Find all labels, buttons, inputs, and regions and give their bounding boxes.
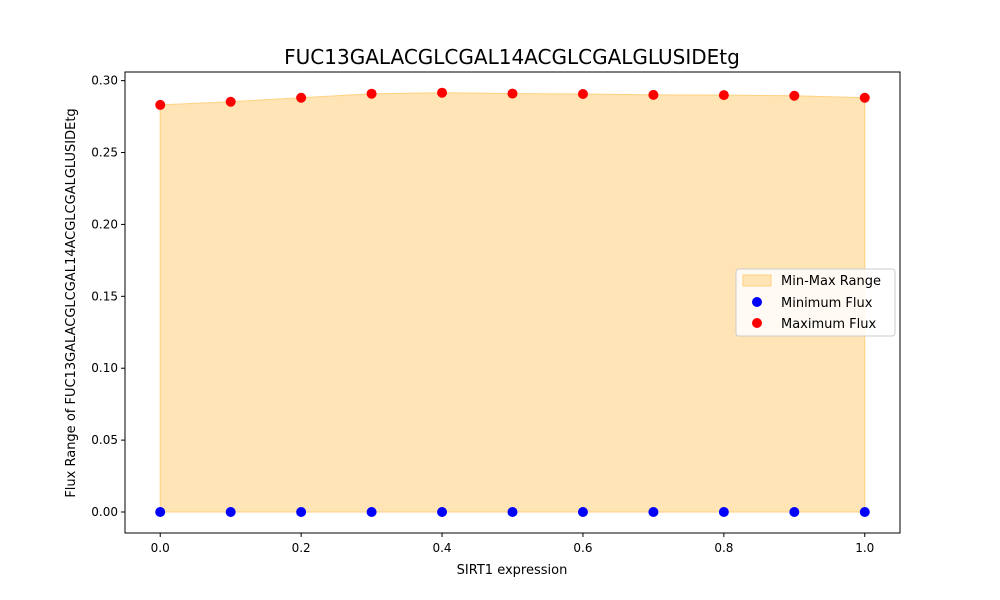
y-tick-label: 0.10 [91, 361, 118, 375]
x-tick-label: 1.0 [855, 541, 874, 555]
min-flux-point [225, 507, 236, 518]
legend-max-marker [752, 318, 762, 328]
x-tick-label: 0.6 [573, 541, 592, 555]
max-flux-point [296, 92, 307, 103]
minimum-flux-series [155, 507, 870, 518]
chart-title: FUC13GALACGLCGAL14ACGLCGALGLUSIDEtg [284, 45, 740, 69]
max-flux-point [225, 96, 236, 107]
max-flux-point [366, 88, 377, 99]
min-flux-point [718, 507, 729, 518]
axes-frame [124, 71, 901, 534]
legend: Min-Max Range Minimum Flux Maximum Flux [735, 268, 896, 337]
y-tick-label: 0.20 [91, 217, 118, 231]
max-flux-point [507, 88, 518, 99]
legend-label-min: Minimum Flux [781, 296, 873, 311]
min-flux-point [577, 507, 588, 518]
maximum-flux-series [155, 87, 870, 110]
max-flux-point [859, 92, 870, 103]
min-flux-point [507, 507, 518, 518]
min-flux-point [859, 507, 870, 518]
min-flux-point [789, 507, 800, 518]
max-flux-point [155, 99, 166, 110]
max-flux-point [789, 90, 800, 101]
y-axis-ticks: 0.00 0.05 0.10 0.15 0.20 0.25 0.30 [91, 74, 125, 519]
legend-fill-swatch [742, 274, 772, 287]
x-axis-label: SIRT1 expression [457, 563, 568, 578]
legend-label-range: Min-Max Range [781, 274, 881, 289]
x-tick-label: 0.0 [151, 541, 170, 555]
x-tick-label: 0.4 [432, 541, 451, 555]
min-flux-point [296, 507, 307, 518]
y-axis-label: Flux Range of FUC13GALACGLCGAL14ACGLCGAL… [64, 108, 79, 497]
y-tick-label: 0.25 [91, 146, 118, 160]
x-tick-label: 0.8 [714, 541, 733, 555]
max-flux-point [437, 87, 448, 98]
legend-min-marker [752, 297, 762, 307]
max-flux-point [648, 89, 659, 100]
min-flux-point [155, 507, 166, 518]
max-flux-point [718, 90, 729, 101]
plot-area [124, 71, 901, 534]
legend-label-max: Maximum Flux [781, 317, 877, 332]
min-flux-point [437, 507, 448, 518]
y-tick-label: 0.30 [91, 74, 118, 88]
y-tick-label: 0.00 [91, 505, 118, 519]
legend-box [735, 268, 896, 337]
y-tick-label: 0.15 [91, 289, 118, 303]
x-axis-ticks: 0.0 0.2 0.4 0.6 0.8 1.0 [151, 533, 874, 555]
x-tick-label: 0.2 [292, 541, 311, 555]
max-flux-point [577, 89, 588, 100]
min-flux-point [648, 507, 659, 518]
y-tick-label: 0.05 [91, 433, 118, 447]
min-flux-point [366, 507, 377, 518]
